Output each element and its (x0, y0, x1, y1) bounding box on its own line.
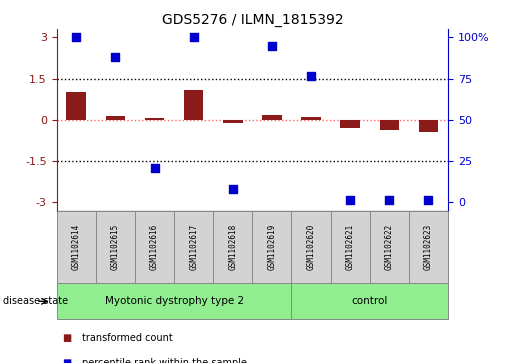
Point (424, 197, 433, 203)
Bar (57, 211, 96, 283)
Text: ■: ■ (62, 358, 71, 363)
Point (150, 165, 159, 171)
Bar (57, 283, 291, 319)
Point (229, 185, 237, 191)
Bar (331, 211, 370, 283)
Bar (174, 211, 213, 283)
Text: GSM1102618: GSM1102618 (228, 224, 237, 270)
Bar (301, 117, 321, 120)
Bar (262, 115, 282, 120)
Text: GSM1102617: GSM1102617 (189, 224, 198, 270)
Bar (96, 211, 135, 283)
Bar (291, 211, 331, 283)
Text: percentile rank within the sample: percentile rank within the sample (82, 358, 247, 363)
Bar (106, 117, 125, 120)
Bar (409, 211, 448, 283)
Bar (66, 92, 86, 120)
Point (307, 73, 315, 79)
Text: GSM1102620: GSM1102620 (306, 224, 316, 270)
Bar (184, 90, 203, 120)
Title: GDS5276 / ILMN_1815392: GDS5276 / ILMN_1815392 (162, 13, 343, 26)
Bar (223, 120, 243, 123)
Text: GSM1102615: GSM1102615 (111, 224, 120, 270)
Bar (135, 211, 174, 283)
Text: GSM1102623: GSM1102623 (424, 224, 433, 270)
Text: control: control (352, 296, 388, 306)
Bar (252, 211, 291, 283)
Point (111, 54, 119, 60)
Text: GSM1102616: GSM1102616 (150, 224, 159, 270)
Point (346, 197, 354, 203)
Bar (340, 120, 360, 128)
Text: GSM1102614: GSM1102614 (72, 224, 81, 270)
Text: GSM1102621: GSM1102621 (346, 224, 355, 270)
Point (190, 34, 198, 40)
Point (268, 42, 276, 48)
Bar (213, 211, 252, 283)
Bar (370, 211, 409, 283)
Text: GSM1102619: GSM1102619 (267, 224, 277, 270)
Bar (419, 120, 438, 132)
Bar (145, 118, 164, 120)
Point (385, 197, 393, 203)
Point (72, 34, 80, 40)
Text: ■: ■ (62, 333, 71, 343)
Bar (291, 283, 448, 319)
Text: GSM1102622: GSM1102622 (385, 224, 394, 270)
Text: Myotonic dystrophy type 2: Myotonic dystrophy type 2 (105, 296, 244, 306)
Text: transformed count: transformed count (82, 333, 173, 343)
Bar (380, 120, 399, 130)
Text: disease state: disease state (3, 296, 67, 306)
